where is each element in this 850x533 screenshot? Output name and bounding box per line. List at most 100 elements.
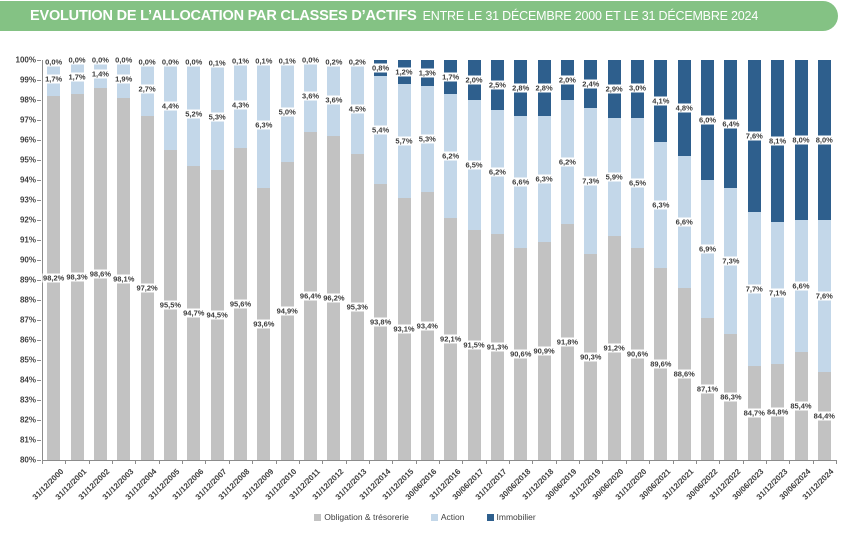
legend-label-action: Action: [440, 512, 465, 522]
y-axis-tick-mark: [37, 280, 41, 281]
data-label-immobilier: 0,0%: [44, 57, 64, 67]
data-label-obligation: 86,3%: [719, 392, 743, 402]
data-label-immobilier: 0,1%: [277, 56, 297, 66]
x-axis-tick-mark: [322, 460, 324, 464]
data-label-obligation: 95,6%: [228, 299, 253, 309]
data-label-immobilier: 2,9%: [604, 84, 624, 94]
y-axis-tick-mark: [37, 440, 41, 441]
data-label-obligation: 85,4%: [789, 401, 813, 411]
data-label-action: 3,6%: [324, 95, 344, 105]
legend-label-obligation: Obligation & trésorerie: [324, 512, 409, 522]
x-axis-tick-mark: [695, 460, 697, 464]
y-axis-tick-mark: [37, 220, 41, 221]
x-axis-tick-mark: [625, 460, 627, 464]
chart-subtitle: ENTRE LE 31 DÉCEMBRE 2000 ET LE 31 DÉCEM…: [422, 9, 759, 23]
data-label-action: 4,4%: [160, 101, 180, 111]
x-axis-tick-mark: [42, 460, 43, 464]
y-axis-tick-label: 94%: [19, 175, 36, 185]
data-label-immobilier: 2,4%: [581, 79, 601, 89]
data-label-action: 4,3%: [230, 100, 251, 110]
y-axis-tick-label: 88%: [19, 295, 36, 305]
y-axis-tick-label: 86%: [19, 335, 36, 345]
y-axis-tick-mark: [37, 100, 41, 101]
data-label-obligation: 88,6%: [672, 369, 696, 379]
data-label-obligation: 95,5%: [158, 300, 183, 310]
y-axis-tick-label: 87%: [19, 315, 36, 325]
x-axis-tick-mark: [415, 460, 417, 464]
data-label-immobilier: 2,5%: [487, 80, 507, 90]
chart-title: EVOLUTION DE L’ALLOCATION PAR CLASSES D’…: [30, 8, 417, 24]
y-axis-tick-mark: [37, 400, 41, 401]
data-label-action: 1,4%: [90, 69, 110, 79]
y-axis-tick-mark: [37, 80, 41, 81]
data-label-immobilier: 1,7%: [441, 72, 461, 82]
data-label-obligation: 98,6%: [88, 269, 113, 279]
data-label-obligation: 92,1%: [439, 334, 463, 344]
y-axis-tick-mark: [37, 460, 41, 461]
legend-swatch-obligation: [314, 513, 322, 521]
x-axis-tick-mark: [812, 460, 814, 464]
data-label-immobilier: 6,4%: [721, 119, 741, 129]
x-axis-tick-mark: [462, 460, 464, 464]
data-label-obligation: 97,2%: [135, 283, 159, 293]
data-label-obligation: 84,8%: [765, 407, 790, 417]
x-axis-tick-mark: [509, 460, 511, 464]
data-label-action: 5,4%: [371, 125, 391, 135]
y-axis-tick-label: 85%: [19, 355, 36, 365]
data-label-immobilier: 3,0%: [627, 83, 648, 93]
x-axis-tick-mark: [789, 460, 791, 464]
x-axis-tick-mark: [252, 460, 254, 464]
data-label-immobilier: 0,1%: [207, 58, 227, 68]
data-label-action: 5,3%: [207, 112, 227, 122]
y-axis-tick-mark: [37, 340, 41, 341]
data-label-action: 6,6%: [791, 281, 811, 291]
data-label-action: 6,2%: [487, 167, 507, 177]
x-axis-tick-mark: [672, 460, 674, 464]
y-axis-tick-label: 96%: [19, 135, 36, 145]
data-label-obligation: 98,1%: [112, 274, 136, 284]
data-label-action: 6,9%: [697, 244, 718, 254]
x-axis-tick-mark: [602, 460, 604, 464]
x-axis-tick-mark: [649, 460, 651, 464]
x-axis-tick-mark: [275, 460, 277, 464]
y-axis-tick-label: 92%: [19, 215, 36, 225]
y-axis-tick-mark: [37, 240, 41, 241]
x-axis-tick-mark: [742, 460, 744, 464]
data-label-immobilier: 0,8%: [371, 63, 391, 73]
data-label-immobilier: 0,0%: [67, 55, 87, 65]
x-axis-tick-mark: [532, 460, 534, 464]
y-axis-tick-mark: [37, 380, 41, 381]
y-axis-tick-label: 80%: [19, 455, 36, 465]
data-label-action: 6,5%: [464, 160, 484, 170]
y-axis-tick-label: 81%: [19, 435, 36, 445]
y-axis-tick-label: 93%: [19, 195, 36, 205]
data-label-obligation: 93,1%: [392, 324, 416, 334]
data-label-action: 6,3%: [534, 174, 554, 184]
y-axis-tick-mark: [37, 360, 41, 361]
data-label-obligation: 90,6%: [625, 349, 650, 359]
chart-legend: Obligation & trésorerie Action Immobilie…: [0, 512, 850, 522]
data-label-obligation: 96,4%: [298, 291, 323, 301]
data-label-immobilier: 2,8%: [534, 83, 554, 93]
x-axis-tick-mark: [135, 460, 137, 464]
y-axis-tick-label: 84%: [19, 375, 36, 385]
data-label-action: 6,2%: [441, 151, 461, 161]
data-label-action: 6,2%: [557, 157, 577, 167]
legend-label-immobilier: Immobilier: [496, 512, 536, 522]
data-label-obligation: 98,3%: [65, 272, 89, 282]
data-label-immobilier: 8,0%: [814, 135, 834, 145]
y-axis-tick-mark: [37, 160, 41, 161]
x-axis-tick-mark: [298, 460, 300, 464]
data-label-immobilier: 0,0%: [300, 55, 321, 65]
y-axis-tick-mark: [37, 200, 41, 201]
y-axis-tick-mark: [37, 120, 41, 121]
data-label-action: 7,6%: [814, 291, 834, 301]
data-label-immobilier: 0,1%: [254, 56, 274, 66]
x-axis-tick-mark: [65, 460, 67, 464]
y-axis-tick-label: 91%: [19, 235, 36, 245]
data-label-obligation: 94,7%: [182, 308, 206, 318]
data-label-immobilier: 2,0%: [557, 75, 577, 85]
data-label-immobilier: 0,0%: [114, 55, 134, 65]
data-label-obligation: 93,4%: [415, 321, 439, 331]
